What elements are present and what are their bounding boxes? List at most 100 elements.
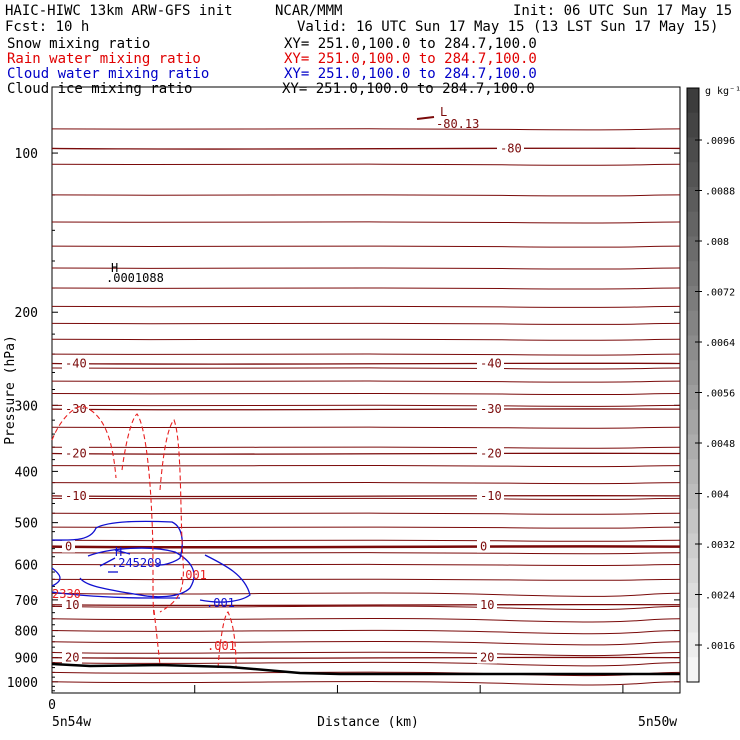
temperature-contour-label: -20: [480, 446, 502, 460]
colorbar-tick-label: .0032: [705, 540, 735, 551]
rain-contour-1: [51, 405, 117, 479]
temperature-contour: [51, 495, 681, 498]
contour-label-bg: [62, 597, 82, 611]
colorbar-segment: [687, 335, 699, 361]
colorbar-tick-label: .008: [705, 237, 729, 248]
x-end-label-left: 5n54w: [52, 715, 91, 730]
isoline: [51, 482, 681, 485]
field-name-snow: Snow mixing ratio: [7, 36, 150, 52]
colorbar-segment: [687, 558, 699, 584]
colorbar-tick-label: .0016: [705, 641, 735, 652]
cloud-contour-edge: [51, 567, 61, 587]
temperature-contour-label: -10: [480, 489, 502, 503]
isoline: [51, 194, 681, 197]
plot-frame: [51, 86, 681, 694]
isoline: [51, 629, 681, 635]
isoline: [51, 221, 681, 224]
colorbar-segment: [687, 137, 699, 163]
colorbar-segment: [687, 533, 699, 559]
temperature-contour-label: 20: [65, 651, 79, 665]
temperature-contour-label: 20: [480, 651, 494, 665]
isoline: [51, 163, 681, 166]
low-value: -80.13: [436, 117, 479, 131]
isoline: [51, 512, 681, 515]
contour-label-bg: [477, 356, 504, 370]
isoline: [51, 563, 681, 567]
colorbar-frame: [686, 87, 700, 683]
colorbar-tick-label: .0024: [705, 591, 735, 602]
org-label: NCAR/MMM: [275, 3, 342, 19]
isoline: [51, 404, 681, 407]
colorbar-segment: [687, 607, 699, 633]
temperature-contour-label: -30: [480, 402, 502, 416]
isoline: [51, 497, 681, 500]
y-tick-label: 700: [15, 594, 38, 609]
temperature-contour-label: -30: [65, 402, 87, 416]
colorbar-segment: [687, 484, 699, 510]
misc-label: 2330: [52, 587, 81, 601]
isoline: [51, 392, 681, 396]
high-kind-ice: H: [111, 261, 118, 275]
temperature-contour: [51, 545, 681, 549]
contour-label-bg: [477, 539, 490, 553]
colorbar-segment: [687, 385, 699, 411]
field-name-rain: Rain water mixing ratio: [7, 51, 201, 67]
isoline: [51, 539, 681, 542]
isoline: [51, 681, 681, 686]
contour-label-bg: [62, 650, 82, 664]
y-tick-label: 900: [15, 652, 38, 667]
x-axis-label: Distance (km): [317, 715, 419, 730]
colorbar-segment: [687, 508, 699, 534]
temperature-contour-label: -20: [65, 446, 87, 460]
isoline: [51, 367, 681, 370]
colorbar-tick-label: .0096: [705, 136, 735, 147]
temperature-contours: -80 -40 -40 -30 -30 -20 -20 -10 -10 0 0 10 10 20 20: [51, 128, 681, 686]
colorbar-units: g kg⁻¹: [705, 86, 740, 97]
high-value-ice: .0001088: [106, 271, 164, 285]
colorbar-segment: [687, 112, 699, 138]
isoline: [51, 446, 681, 449]
isoline: [51, 128, 681, 131]
temperature-contour-label: -10: [65, 489, 87, 503]
temperature-contour: [51, 408, 681, 411]
field-xy-cloud-water: XY= 251.0,100.0 to 284.7,100.0: [284, 66, 537, 82]
temperature-contour-label: 10: [480, 598, 494, 612]
field-list: Snow mixing ratio XY= 251.0,100.0 to 284…: [7, 36, 537, 97]
temperature-contour: [51, 362, 681, 365]
isoline: [51, 464, 681, 468]
colorbar-segment: [687, 88, 699, 114]
field-xy-rain: XY= 251.0,100.0 to 284.7,100.0: [284, 51, 537, 67]
colorbar-segment: [687, 657, 699, 683]
low-marker-line: [416, 116, 435, 120]
contour-label-bg: [477, 650, 497, 664]
extrema: L -80.13 H .0001088 H .245209: [106, 105, 479, 570]
colorbar-segment: [687, 632, 699, 658]
colorbar: .0096 .0088 .008 .0072 .0064 .0056 .0048 .004 .0…: [686, 87, 735, 683]
temperature-contour: [51, 656, 681, 659]
colorbar-segment: [687, 409, 699, 435]
rain-contour-5: [217, 611, 237, 669]
header: HAIC-HIWC 13km ARW-GFS init NCAR/MMM Ini…: [5, 3, 732, 35]
isoline: [51, 287, 681, 290]
colorbar-segment: [687, 310, 699, 336]
temperature-contour-label: 0: [480, 540, 487, 554]
colorbar-segment: [687, 187, 699, 213]
field-xy-snow: XY= 251.0,100.0 to 284.7,100.0: [284, 36, 537, 52]
y-tick-label: 100: [15, 147, 38, 162]
isoline: [51, 322, 681, 325]
x-end-label-right: 5n50w: [638, 715, 677, 730]
temperature-contour-label: 0: [65, 540, 72, 554]
rain-contours: [51, 405, 237, 669]
colorbar-tick-label: .0056: [705, 389, 735, 400]
contour-label-bg: [62, 402, 89, 416]
isoline: [51, 338, 681, 341]
isoline: [51, 552, 681, 555]
colorbar-tick-label: .0064: [705, 338, 735, 349]
temperature-contour-label: -40: [480, 356, 502, 370]
y-tick-label: 1000: [7, 676, 38, 691]
cloud-water-label: .001: [206, 596, 235, 610]
y-axis-label: Pressure (hPa): [3, 335, 18, 445]
colorbar-segment: [687, 211, 699, 237]
